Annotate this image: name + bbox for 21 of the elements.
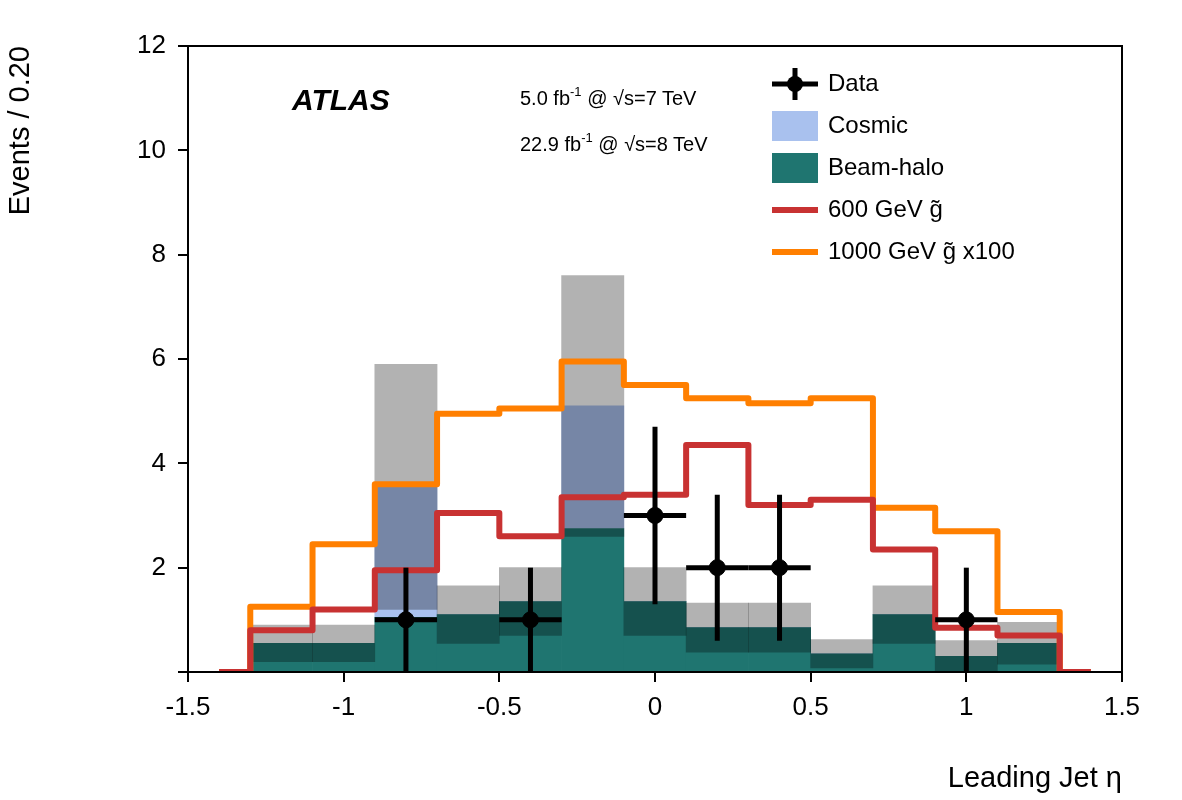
legend-label: Beam-halo <box>828 152 945 180</box>
x-tick-label: -0.5 <box>476 690 522 721</box>
legend-label: Cosmic <box>828 110 909 138</box>
annotation: ATLAS <box>291 83 390 116</box>
y-axis-title: Events / 0.20 <box>3 46 36 216</box>
y-tick-label: 8 <box>151 237 166 268</box>
legend-label: 600 GeV g̃ <box>828 194 943 222</box>
x-tick-label: 1.5 <box>1103 690 1141 721</box>
legend-label: Data <box>828 68 880 96</box>
x-axis-title: Leading Jet η <box>947 760 1122 793</box>
y-tick-label: 6 <box>151 342 166 373</box>
y-tick-label: 2 <box>151 550 166 581</box>
legend-label: 1000 GeV g̃ x100 <box>828 236 1015 264</box>
x-tick-label: 1 <box>959 690 974 721</box>
y-tick-label: 12 <box>137 29 166 60</box>
x-tick-label: 0 <box>647 690 663 721</box>
y-tick-label: 4 <box>151 446 166 477</box>
x-tick-label: -1.5 <box>165 690 211 721</box>
y-tick-label: 10 <box>137 133 166 164</box>
x-tick-label: -1 <box>332 690 356 721</box>
x-tick-label: 0.5 <box>792 690 829 721</box>
